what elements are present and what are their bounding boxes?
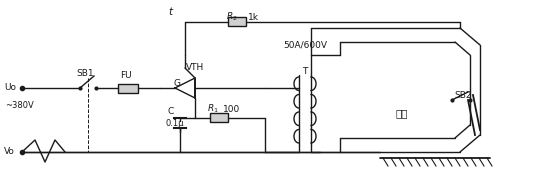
Text: $R_1$: $R_1$ <box>207 103 219 115</box>
Bar <box>118 84 138 93</box>
Text: 1k: 1k <box>248 13 259 22</box>
Text: 100: 100 <box>223 105 240 114</box>
Text: t: t <box>168 7 172 17</box>
Text: 焊槍: 焊槍 <box>395 108 408 118</box>
Bar <box>210 113 228 122</box>
Text: VTH: VTH <box>186 63 204 72</box>
Text: T: T <box>302 68 308 77</box>
Text: SB2: SB2 <box>454 91 471 100</box>
Text: Vo: Vo <box>4 148 15 157</box>
Text: $R_2$: $R_2$ <box>226 11 238 23</box>
Text: FU: FU <box>120 72 132 81</box>
Text: ~380V: ~380V <box>5 100 34 109</box>
Bar <box>228 17 246 26</box>
Text: SB1: SB1 <box>76 68 94 77</box>
Text: 0.1μ: 0.1μ <box>166 119 185 128</box>
Text: C: C <box>168 107 174 116</box>
Text: Uo: Uo <box>4 84 16 93</box>
Text: 50A/600V: 50A/600V <box>283 40 327 49</box>
Text: G: G <box>173 79 180 89</box>
